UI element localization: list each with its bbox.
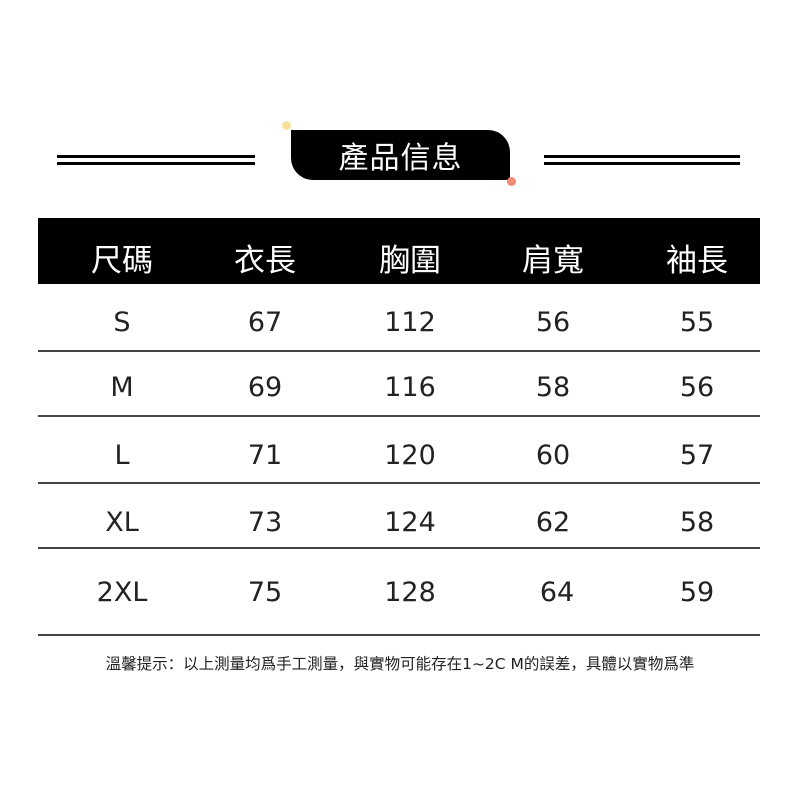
decor-line <box>544 155 740 158</box>
table-header-row: 尺碼 衣長 胸圍 肩寬 袖長 <box>38 218 760 284</box>
table-cell: XL <box>105 507 139 538</box>
table-cell: 60 <box>535 440 571 471</box>
row-divider <box>38 415 760 417</box>
table-cell: S <box>113 307 131 338</box>
table-cell: 71 <box>247 440 283 471</box>
table-cell: 75 <box>247 577 283 608</box>
table-cell: 2XL <box>96 577 148 608</box>
table-cell: 64 <box>539 577 575 608</box>
table-cell: 69 <box>247 372 283 403</box>
measurement-note: 溫馨提示：以上測量均爲手工測量，與實物可能存在1~2C M的誤差，具體以實物爲準 <box>105 655 695 673</box>
table-cell: 67 <box>247 307 283 338</box>
table-cell: L <box>114 440 130 471</box>
table-cell: 58 <box>535 372 571 403</box>
table-cell: 116 <box>384 372 436 403</box>
table-cell: 112 <box>384 307 436 338</box>
decor-dot <box>507 177 516 186</box>
table-cell: 128 <box>384 577 436 608</box>
table-cell: 120 <box>384 440 436 471</box>
decor-line <box>544 162 740 165</box>
table-cell: 56 <box>679 372 715 403</box>
table-cell: 124 <box>384 507 436 538</box>
column-header: 尺碼 <box>91 243 153 279</box>
decor-dot <box>282 121 291 130</box>
column-header: 肩寬 <box>522 243 584 279</box>
row-divider <box>38 350 760 352</box>
table-cell: 56 <box>535 307 571 338</box>
table-cell: 73 <box>247 507 283 538</box>
row-divider <box>38 634 760 636</box>
column-header: 衣長 <box>234 243 296 279</box>
table-cell: 57 <box>679 440 715 471</box>
table-cell: 58 <box>679 507 715 538</box>
row-divider <box>38 482 760 484</box>
table-cell: 55 <box>679 307 715 338</box>
table-cell: M <box>110 372 134 403</box>
table-cell: 62 <box>535 507 571 538</box>
column-header: 袖長 <box>666 243 728 279</box>
decor-line <box>57 155 255 158</box>
table-header <box>38 218 760 284</box>
section-title: 產品信息 <box>291 130 510 180</box>
column-header: 胸圍 <box>379 243 441 279</box>
table-cell: 59 <box>679 577 715 608</box>
decor-line <box>57 162 255 165</box>
row-divider <box>38 547 760 549</box>
